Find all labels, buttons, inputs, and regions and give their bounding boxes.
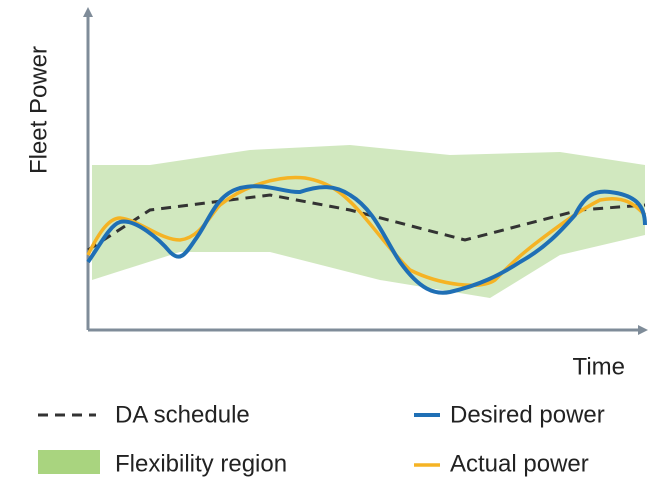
y-axis-label: Fleet Power — [25, 46, 52, 174]
legend-label-da: DA schedule — [115, 401, 250, 428]
actual-power-line — [86, 175, 647, 287]
legend-swatch-flex — [38, 450, 100, 474]
legend-label-flex: Flexibility region — [115, 450, 287, 477]
legend-label-actual: Actual power — [450, 450, 589, 477]
x-axis-label: Time — [573, 353, 625, 380]
desired-power-line — [86, 184, 647, 295]
legend-label-desired: Desired power — [450, 401, 605, 428]
